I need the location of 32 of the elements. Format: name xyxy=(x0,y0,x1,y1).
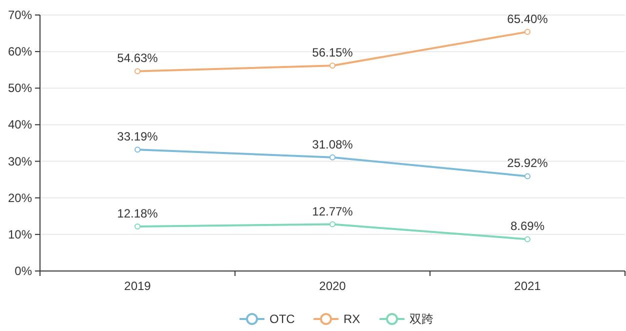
legend-label: RX xyxy=(344,312,360,326)
data-label: 65.40% xyxy=(507,12,548,26)
data-label: 33.19% xyxy=(117,130,158,144)
point xyxy=(134,68,140,74)
data-label: 54.63% xyxy=(117,51,158,66)
x-tick-label: 2019 xyxy=(124,279,152,293)
data-label: 56.15% xyxy=(312,46,354,60)
data-label: 12.18% xyxy=(117,206,158,220)
data-label: 25.92% xyxy=(507,156,548,170)
data-label: 31.08% xyxy=(312,137,354,152)
data-label: 8.69% xyxy=(510,219,545,234)
point xyxy=(330,221,336,228)
point xyxy=(330,62,336,69)
point xyxy=(524,28,530,35)
legend-label: 双跨 xyxy=(410,312,434,326)
legend-label: OTC xyxy=(270,312,296,326)
point xyxy=(524,173,530,180)
data-label: 12.77% xyxy=(312,204,354,218)
y-tick-label: 60% xyxy=(8,44,32,59)
y-tick-label: 70% xyxy=(8,8,32,22)
y-tick-label: 10% xyxy=(8,227,32,242)
point xyxy=(330,154,336,160)
y-tick-label: 40% xyxy=(8,118,32,132)
point xyxy=(134,223,140,230)
x-tick-label: 2021 xyxy=(514,279,542,293)
point xyxy=(134,146,140,153)
point xyxy=(524,236,530,242)
y-tick-label: 20% xyxy=(8,190,32,205)
x-tick-label: 2020 xyxy=(319,279,346,293)
y-tick-label: 0% xyxy=(14,264,32,278)
y-tick-label: 50% xyxy=(8,81,32,96)
y-tick-label: 30% xyxy=(8,154,32,168)
